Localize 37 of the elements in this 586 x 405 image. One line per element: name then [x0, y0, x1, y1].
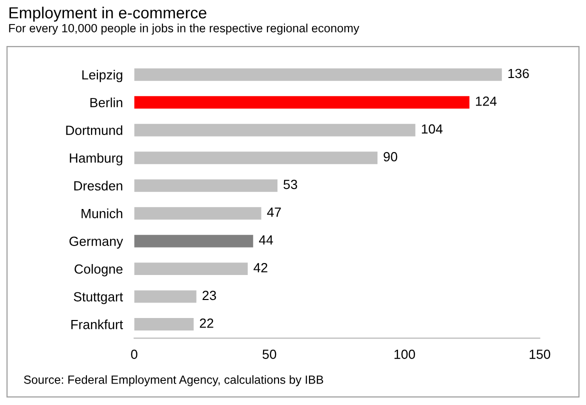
bar — [134, 124, 416, 136]
x-tick-label: 0 — [131, 350, 138, 359]
bar — [134, 234, 254, 248]
bar — [134, 179, 278, 192]
x-tick-label: 50 — [262, 350, 276, 359]
y-tick-label: Dortmund — [66, 125, 122, 136]
y-tick-label: Berlin — [90, 98, 122, 108]
y-tick-label: Munich — [82, 208, 122, 218]
data-label: 104 — [422, 124, 443, 134]
source-note: Source: Federal Employment Agency, calculations by IBB — [24, 375, 324, 386]
data-label: 47 — [267, 208, 281, 217]
chart-subtitle: For every 10,000 people in jobs in the respective regional economy — [9, 24, 360, 35]
y-tick-label: Stuttgart — [74, 292, 123, 304]
data-label: 136 — [508, 68, 529, 78]
bar — [134, 290, 196, 303]
x-tick-label: 150 — [530, 350, 550, 359]
bar — [134, 96, 470, 109]
x-tick-label: 100 — [394, 350, 416, 359]
bar — [134, 318, 194, 331]
y-tick-label: Germany — [69, 236, 124, 249]
bar — [134, 68, 502, 81]
data-label: 90 — [384, 152, 398, 162]
bar — [134, 262, 248, 276]
y-tick-label: Dresden — [74, 180, 122, 190]
data-label: 124 — [476, 96, 497, 106]
bar — [134, 207, 262, 220]
bar — [134, 152, 378, 164]
y-tick-label: Frankfurt — [71, 320, 123, 330]
data-label: 42 — [254, 263, 268, 272]
data-label: 22 — [200, 318, 214, 328]
y-tick-label: Leipzig — [82, 70, 122, 82]
y-tick-label: Hamburg — [70, 153, 122, 166]
data-label: 23 — [202, 290, 216, 300]
data-label: 53 — [284, 180, 298, 190]
y-tick-label: Cologne — [74, 264, 122, 276]
data-label: 44 — [259, 235, 273, 244]
chart-title: Employment in e-commerce — [10, 6, 206, 22]
